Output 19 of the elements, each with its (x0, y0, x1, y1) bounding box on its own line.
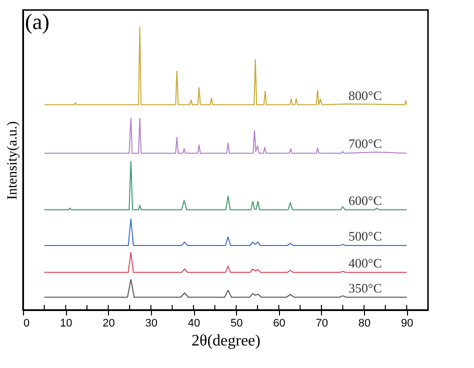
series-label: 600°C (348, 192, 382, 208)
x-tick-label: 10 (60, 318, 72, 330)
y-axis-title: Intensity(a.u.) (6, 120, 20, 200)
x-tick-label: 50 (230, 318, 243, 330)
x-tick-label: 20 (102, 318, 115, 330)
series-label: 350°C (348, 280, 382, 296)
x-tick-label: 0 (24, 318, 30, 330)
x-tick-label: 30 (145, 318, 158, 330)
series-label: 400°C (348, 255, 382, 270)
x-tick-label: 60 (273, 318, 286, 330)
series-label: 800°C (348, 88, 382, 103)
series-label: 500°C (348, 228, 382, 244)
series-label: 700°C (348, 136, 382, 152)
x-tick-label: 80 (358, 318, 371, 330)
x-tick-label: 40 (188, 318, 200, 330)
annotation: (a) (25, 9, 50, 34)
x-tick-label: 70 (316, 318, 328, 330)
x-tick-label: 90 (401, 318, 414, 330)
x-axis-title: 2θ(degree) (192, 332, 260, 350)
